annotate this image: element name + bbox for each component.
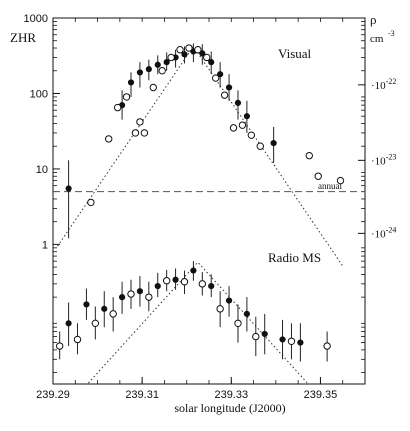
visual-model-curve	[57, 46, 344, 267]
visual-filled-point	[234, 99, 242, 106]
visual-open-point	[149, 83, 157, 92]
radio-open-point	[252, 332, 260, 341]
x-axis-title: solar longitude (J2000)	[174, 401, 285, 415]
visual-open-point	[194, 46, 202, 54]
radio-open-point	[198, 280, 207, 288]
radio-open-point	[55, 342, 64, 350]
visual-open-point	[167, 53, 175, 62]
visual-open-point	[256, 142, 264, 150]
radio-filled-point	[154, 283, 161, 290]
radio-open-point	[287, 337, 296, 345]
radio-open-point	[145, 293, 153, 301]
visual-open-point	[122, 93, 131, 101]
radio-filled-point	[118, 294, 126, 301]
visual-open-point	[336, 176, 345, 185]
visual-panel: Visual ZHR ρ cm -3 annual	[10, 12, 395, 191]
density-tick-label: ·10-23	[371, 152, 396, 167]
visual-open-point	[211, 74, 220, 82]
visual-open-point	[176, 46, 184, 54]
radio-filled-point	[243, 310, 250, 317]
visual-open-point	[140, 129, 149, 137]
visual-open-point	[131, 129, 140, 137]
radio-filled-point	[279, 336, 286, 343]
radio-open-point	[216, 305, 224, 313]
visual-filled-point	[65, 185, 72, 192]
visual-open-point	[238, 121, 247, 129]
visual-panel-label: Visual	[278, 46, 312, 61]
visual-filled-point	[163, 59, 170, 66]
radio-ms-panel-label: Radio MS	[268, 250, 321, 265]
x-tick-label: 239.33	[214, 389, 248, 401]
visual-filled-point	[145, 66, 152, 73]
x-tick-label: 239.29	[36, 389, 70, 401]
visual-open-point	[247, 131, 256, 139]
y-tick-label: 1000	[24, 13, 48, 25]
visual-open-point	[203, 53, 211, 62]
x-tick-label: 239.35	[304, 389, 338, 401]
radio-filled-point	[208, 283, 215, 290]
density-tick-label: ·10-24	[371, 225, 396, 240]
visual-open-point	[87, 198, 95, 207]
visual-open-point	[185, 44, 193, 52]
zhr-axis-label: ZHR	[10, 30, 36, 45]
radio-filled-point	[225, 297, 233, 304]
radio-filled-point	[83, 301, 90, 308]
y-tick-label: 1	[42, 239, 48, 251]
radio-open-point	[180, 278, 189, 286]
plot-frame	[52, 17, 366, 385]
density-tick-label: ·10-22	[371, 77, 396, 92]
density-unit-exponent: -3	[388, 29, 395, 38]
y-tick-label: 100	[30, 88, 48, 100]
visual-open-point	[158, 67, 166, 75]
radio-model-curve	[88, 261, 308, 384]
radio-open-point	[234, 319, 242, 328]
visual-filled-point	[225, 84, 233, 91]
visual-open-point	[136, 118, 144, 126]
radio-filled-point	[101, 305, 108, 312]
visual-filled-point	[127, 79, 135, 86]
visual-open-point	[220, 91, 229, 99]
radio-filled-point	[190, 267, 197, 274]
radio-open-point	[162, 277, 171, 285]
visual-filled-point	[181, 51, 188, 58]
radio-open-point	[73, 335, 82, 344]
radio-open-point	[323, 342, 331, 350]
visual-open-point	[305, 151, 313, 160]
x-tick-label: 239.31	[125, 389, 159, 401]
radio-filled-point	[136, 288, 144, 295]
radio-ms-panel: Radio MS	[268, 250, 321, 265]
radio-open-point	[109, 310, 117, 318]
radio-open-point	[127, 290, 135, 298]
radio-filled-point	[172, 276, 179, 283]
visual-filled-point	[208, 59, 215, 66]
visual-open-point	[314, 172, 322, 180]
radio-filled-point	[261, 330, 268, 338]
radio-filled-point	[65, 320, 72, 327]
visual-open-point	[229, 124, 238, 132]
visual-filled-point	[217, 71, 224, 78]
visual-open-point	[113, 103, 122, 112]
visual-filled-point	[154, 61, 161, 68]
visual-filled-point	[243, 113, 250, 120]
y-tick-label: 10	[36, 164, 48, 176]
visual-open-point	[105, 135, 113, 143]
density-unit-label: cm	[370, 33, 384, 45]
visual-filled-point	[199, 50, 206, 57]
density-axis-label: ρ	[370, 12, 377, 27]
radio-open-point	[91, 319, 100, 328]
visual-filled-point	[270, 139, 277, 147]
annual-label: annual	[318, 181, 342, 191]
visual-filled-point	[136, 69, 144, 76]
radio-filled-point	[297, 339, 304, 346]
